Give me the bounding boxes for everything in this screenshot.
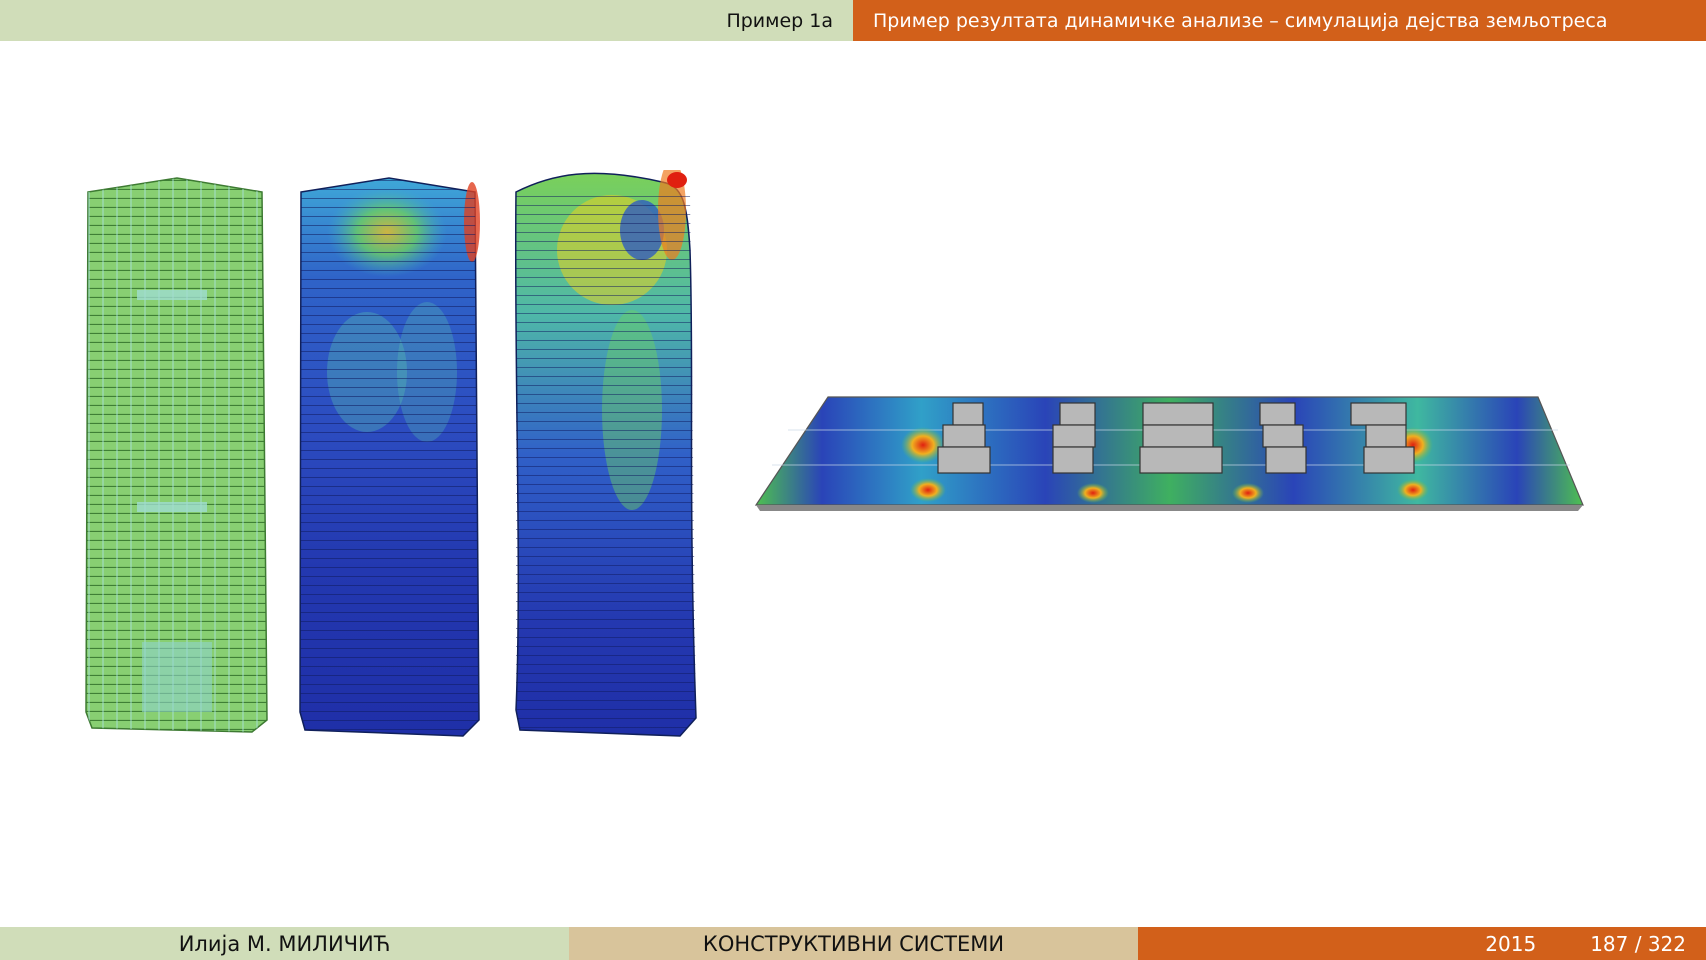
slide-header: Пример 1а Пример резултата динамичке ана… bbox=[0, 0, 1706, 41]
slide-footer: Илија М. МИЛИЧИЋ КОНСТРУКТИВНИ СИСТЕМИ 2… bbox=[0, 927, 1706, 960]
tower-undeformed-figure bbox=[85, 177, 268, 733]
author-name: Илија М. МИЛИЧИЋ bbox=[178, 931, 391, 956]
foundation-slab-figure bbox=[754, 396, 1584, 511]
footer-page-box[interactable]: 2015 187 / 322 bbox=[1138, 927, 1706, 960]
header-section-label[interactable]: Пример 1а bbox=[0, 0, 853, 41]
tower-deformed-figure bbox=[514, 170, 697, 737]
tower-stress-map-figure bbox=[299, 177, 480, 737]
section-title: Пример 1а bbox=[726, 9, 833, 32]
page-number: 187 / 322 bbox=[1590, 931, 1686, 956]
header-title-bar[interactable]: Пример резултата динамичке анализе – сим… bbox=[853, 0, 1706, 41]
slide-title: Пример резултата динамичке анализе – сим… bbox=[873, 9, 1608, 32]
footer-year: 2015 bbox=[1485, 931, 1537, 956]
footer-author-box[interactable]: Илија М. МИЛИЧИЋ bbox=[0, 927, 569, 960]
course-title: КОНСТРУКТИВНИ СИСТЕМИ bbox=[702, 931, 1005, 956]
footer-course-box[interactable]: КОНСТРУКТИВНИ СИСТЕМИ bbox=[569, 927, 1138, 960]
